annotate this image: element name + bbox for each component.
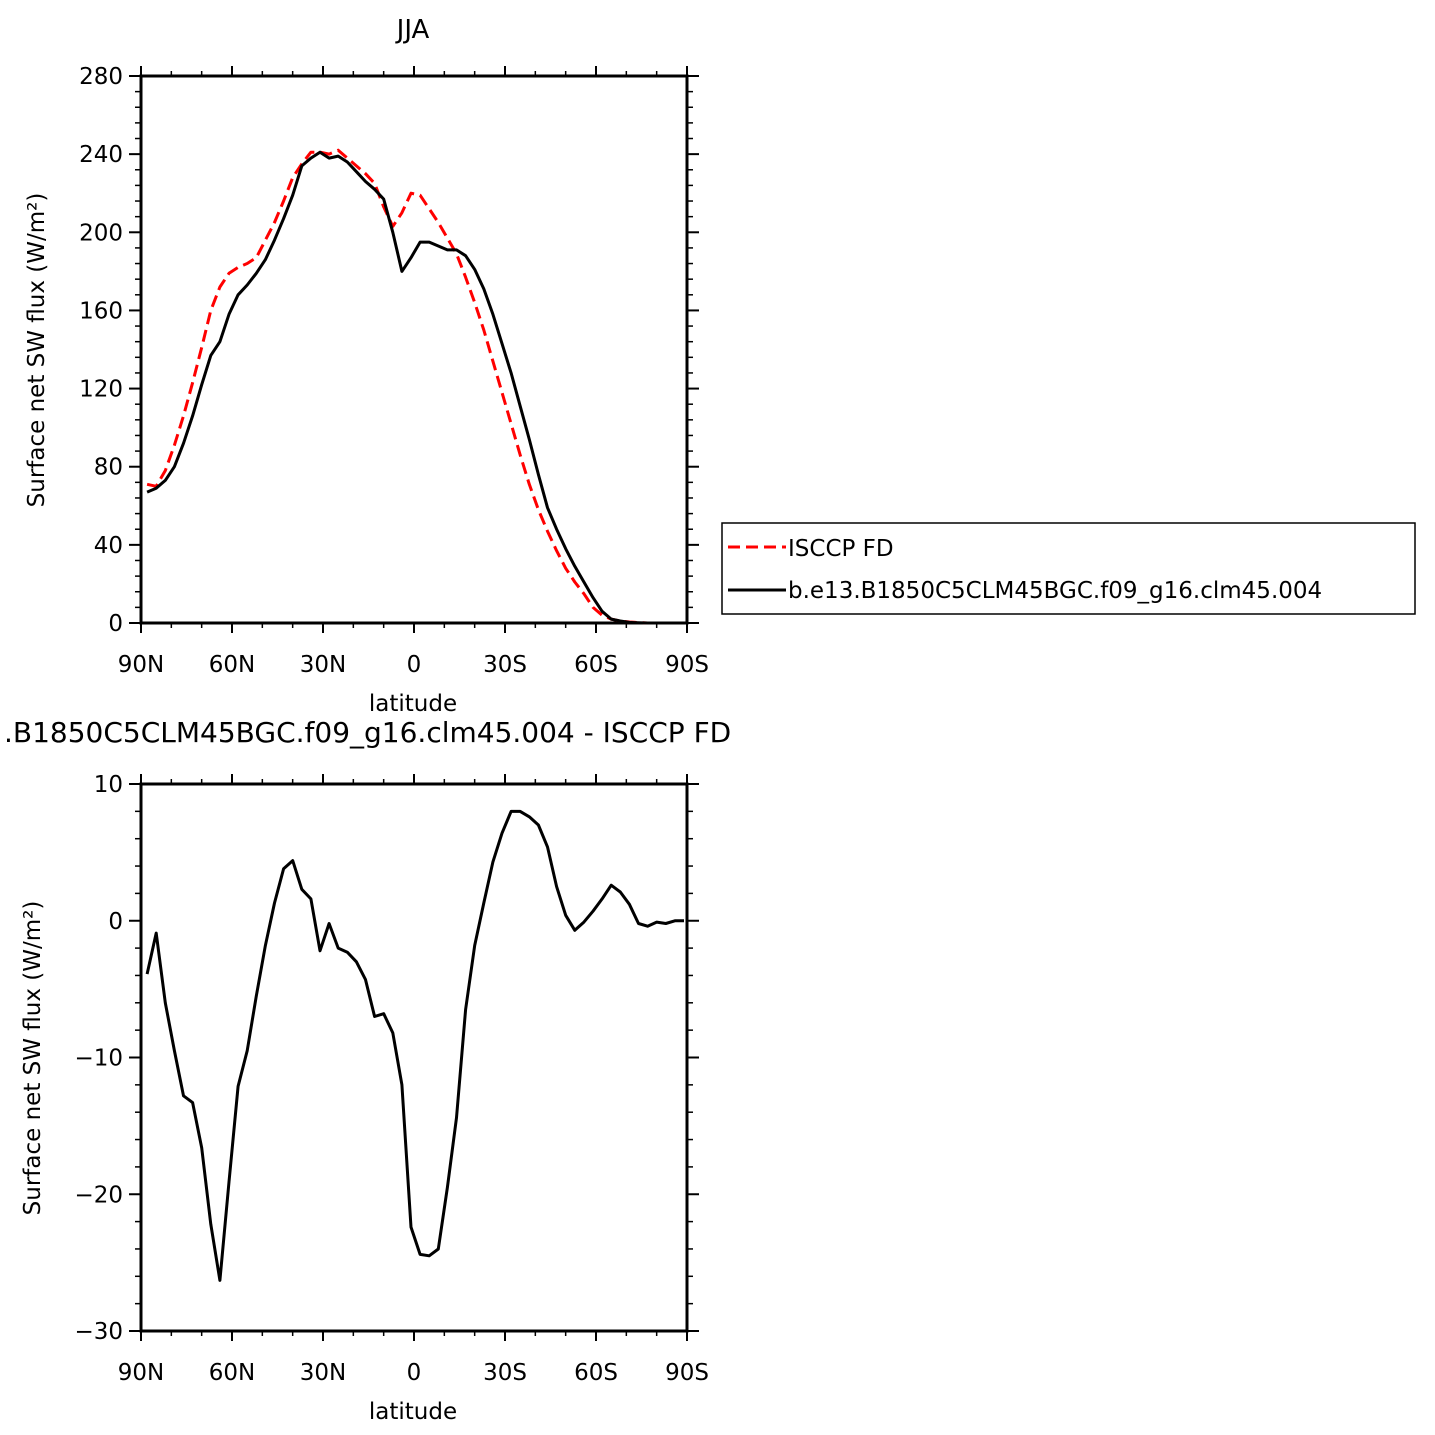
y-tick-label: 160 — [79, 298, 123, 324]
x-tick-label: 90S — [665, 652, 709, 678]
x-tick-label: 0 — [407, 652, 422, 678]
x-tick-label: 30N — [300, 652, 346, 678]
top-series-lines — [146, 148, 684, 625]
series-line-difference — [145, 809, 684, 1282]
x-tick-label: 90S — [665, 1360, 709, 1386]
x-tick-label: 60N — [209, 1360, 255, 1386]
x-tick-label: 60N — [209, 652, 255, 678]
y-tick-label: −10 — [74, 1046, 123, 1072]
series-line-b-e13-b1850c5clm45bgc-f09-g16-clm45-004 — [146, 150, 684, 625]
legend-label-isccp-fd: ISCCP FD — [788, 536, 894, 562]
x-tick-label: 60S — [574, 1360, 618, 1386]
bottom-axis-tick-labels: 90N 60N 30N 0 30S 60S 90S −30 −20 −10 0 10 — [74, 772, 708, 1386]
y-tick-label: 240 — [79, 142, 123, 168]
top-y-axis-label: Surface net SW flux (W/m²) — [24, 193, 50, 508]
top-chart-title: JJA — [395, 15, 430, 45]
series-line-isccp-fd — [146, 148, 684, 625]
y-tick-label: 0 — [108, 611, 123, 637]
legend: ISCCP FD b.e13.B1850C5CLM45BGC.f09_g16.c… — [721, 522, 1416, 615]
x-tick-label: 30S — [483, 652, 527, 678]
bottom-x-axis-label: latitude — [369, 1399, 457, 1425]
y-tick-label: 200 — [79, 220, 123, 246]
y-tick-label: 120 — [79, 377, 123, 403]
y-tick-label: 10 — [94, 772, 123, 798]
legend-box — [721, 522, 1416, 615]
legend-label-model: b.e13.B1850C5CLM45BGC.f09_g16.clm45.004 — [788, 578, 1322, 604]
y-tick-label: −20 — [74, 1182, 123, 1208]
y-tick-label: 0 — [108, 909, 123, 935]
top-x-axis-label: latitude — [369, 691, 457, 717]
top-axis-ticks — [129, 66, 699, 633]
bottom-series-lines — [145, 809, 684, 1282]
top-axis-tick-labels: 90N 60N 30N 0 30S 60S 90S 0 40 80 120 160 200 240 280 — [79, 64, 709, 678]
x-tick-label: 0 — [407, 1360, 422, 1386]
y-tick-label: −30 — [74, 1319, 123, 1345]
y-tick-label: 80 — [94, 455, 123, 481]
bottom-axis-ticks — [129, 774, 699, 1341]
x-tick-label: 90N — [118, 1360, 164, 1386]
x-tick-label: 30N — [300, 1360, 346, 1386]
top-plot-frame — [139, 74, 689, 625]
y-tick-label: 280 — [79, 64, 123, 90]
bottom-chart-title: .B1850C5CLM45BGC.f09_g16.clm45.004 - ISC… — [4, 716, 731, 749]
top-panel: JJA 90N 60N 30N 0 30S 60S 90S 0 40 80 120 160 200 240… — [24, 15, 709, 717]
x-tick-label: 30S — [483, 1360, 527, 1386]
bottom-y-axis-label: Surface net SW flux (W/m²) — [20, 901, 46, 1216]
y-tick-label: 40 — [94, 533, 123, 559]
x-tick-label: 90N — [118, 652, 164, 678]
x-tick-label: 60S — [574, 652, 618, 678]
bottom-panel: .B1850C5CLM45BGC.f09_g16.clm45.004 - ISC… — [4, 716, 731, 1425]
